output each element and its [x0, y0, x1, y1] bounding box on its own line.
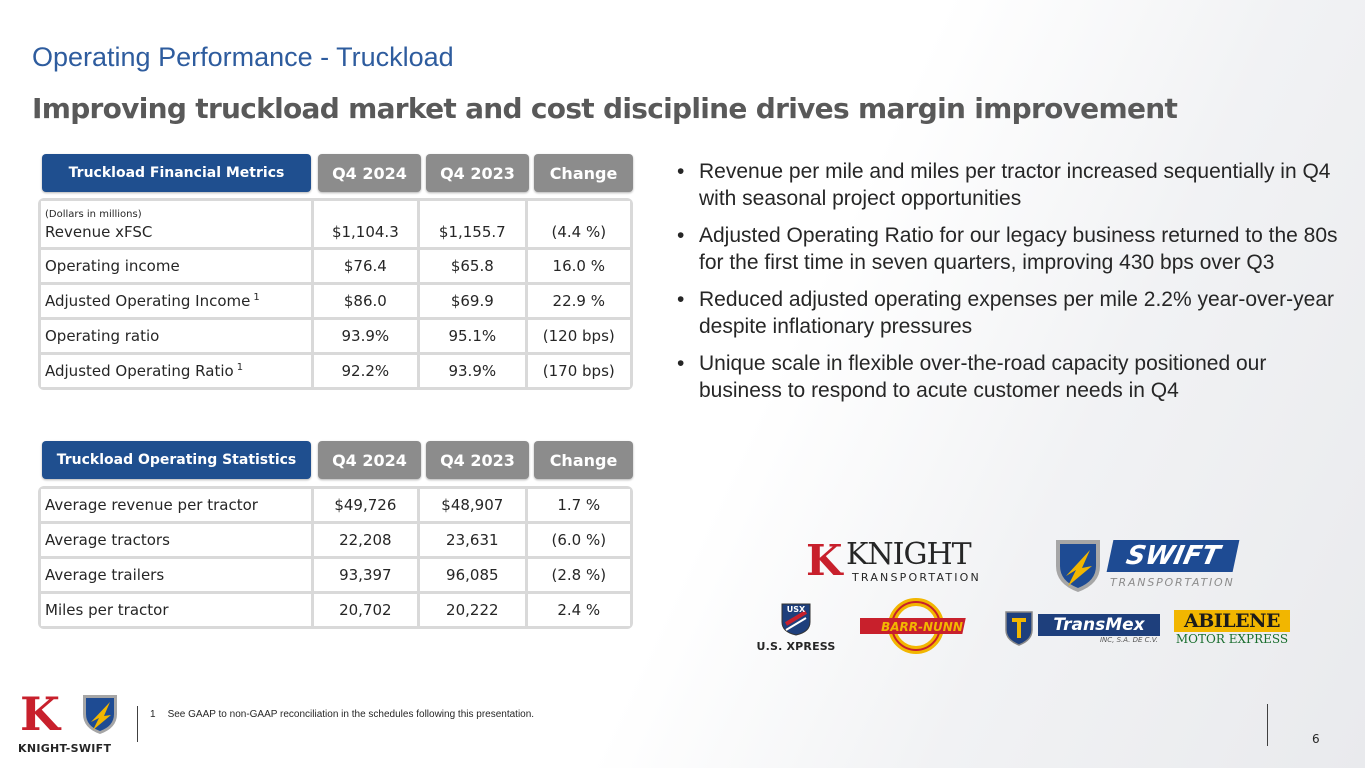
financial-table-title: Truckload Financial Metrics: [42, 154, 311, 192]
list-item: • Reduced adjusted operating expenses per…: [677, 288, 1335, 338]
financial-table-body: (Dollars in millions) Revenue xFSC $1,10…: [38, 198, 633, 390]
stats-table-body: Average revenue per tractor $49,726 $48,…: [38, 486, 633, 629]
bullet-icon: •: [677, 160, 685, 183]
knight-transportation-logo: K KNIGHT TRANSPORTATION: [806, 536, 981, 585]
footnote-marker: 1: [253, 291, 260, 303]
usx-badge-icon: USX: [781, 603, 811, 636]
value-q4-2023: 23,631: [420, 524, 525, 556]
row-label: Average trailers: [41, 559, 311, 591]
table-row: Adjusted Operating Income 1 $86.0 $69.9 2…: [41, 285, 630, 317]
row-label: Adjusted Operating Ratio: [45, 362, 234, 380]
row-label: Average tractors: [41, 524, 311, 556]
units-note: (Dollars in millions): [45, 209, 142, 220]
value-change: (4.4 %): [527, 201, 630, 247]
stats-table-header: Truckload Operating Statistics Q4 2024 Q…: [38, 440, 633, 480]
abilene-motor-express-logo: ABILENE MOTOR EXPRESS: [1174, 610, 1290, 646]
value-change: (6.0 %): [527, 524, 630, 556]
table-row: Operating ratio 93.9% 95.1% (120 bps): [41, 320, 630, 352]
knight-k-icon: K: [20, 687, 60, 741]
barr-nunn-logo: BARR-NUNN: [856, 598, 974, 654]
barr-nunn-emblem-icon: BARR-NUNN: [856, 598, 966, 654]
footer-divider: [137, 706, 138, 742]
column-header-q4-2023: Q4 2023: [426, 154, 529, 192]
column-header-change: Change: [534, 154, 633, 192]
list-item: • Unique scale in flexible over-the-road …: [677, 352, 1267, 402]
value-q4-2024: $76.4: [313, 250, 418, 282]
financial-table-header: Truckload Financial Metrics Q4 2024 Q4 2…: [38, 153, 633, 193]
row-label: Average revenue per tractor: [41, 489, 311, 521]
value-q4-2024: 93,397: [313, 559, 418, 591]
table-row: Adjusted Operating Ratio 1 92.2% 93.9% (1…: [41, 355, 630, 387]
page-number: 6: [1312, 732, 1320, 746]
page-number-divider: [1267, 704, 1268, 746]
us-xpress-logo: USX U.S. XPRESS: [748, 602, 844, 653]
knight-swift-logo: K KNIGHT-SWIFT: [16, 688, 128, 760]
key-points-list: • Revenue per mile and miles per tractor …: [677, 158, 1347, 414]
bullet-icon: •: [677, 352, 685, 375]
bullet-icon: •: [677, 288, 685, 311]
value-change: (170 bps): [527, 355, 630, 387]
svg-text:BARR-NUNN: BARR-NUNN: [881, 620, 963, 634]
value-q4-2023: 20,222: [420, 594, 525, 626]
value-q4-2024: 92.2%: [313, 355, 418, 387]
transmex-logo: TransMex INC, S.A. DE C.V.: [1004, 610, 1162, 648]
value-q4-2023: $48,907: [420, 489, 525, 521]
row-label: Revenue xFSC: [45, 223, 153, 241]
value-q4-2023: 95.1%: [420, 320, 525, 352]
column-header-change: Change: [534, 441, 633, 479]
slide-title: Operating Performance - Truckload: [32, 42, 454, 72]
value-q4-2024: $49,726: [313, 489, 418, 521]
table-row: Operating income $76.4 $65.8 16.0 %: [41, 250, 630, 282]
value-q4-2024: $1,104.3: [313, 201, 418, 247]
value-q4-2024: 22,208: [313, 524, 418, 556]
value-change: 1.7 %: [527, 489, 630, 521]
value-q4-2023: 93.9%: [420, 355, 525, 387]
value-change: 22.9 %: [527, 285, 630, 317]
column-header-q4-2024: Q4 2024: [318, 154, 421, 192]
row-label: Miles per tractor: [41, 594, 311, 626]
bullet-icon: •: [677, 224, 685, 247]
table-row: Miles per tractor 20,702 20,222 2.4 %: [41, 594, 630, 626]
swift-transportation-logo: SWIFT TRANSPORTATION: [1052, 536, 1240, 594]
value-change: 16.0 %: [527, 250, 630, 282]
list-item: • Revenue per mile and miles per tractor …: [677, 160, 1331, 210]
slide-subtitle: Improving truckload market and cost disc…: [32, 92, 1178, 125]
swift-shield-icon: [83, 695, 117, 734]
row-label: Operating income: [41, 250, 311, 282]
row-label: Operating ratio: [41, 320, 311, 352]
svg-text:USX: USX: [787, 605, 806, 614]
knight-k-icon: K: [806, 536, 843, 585]
value-q4-2024: 20,702: [313, 594, 418, 626]
footnote-text: See GAAP to non-GAAP reconciliation in t…: [167, 709, 535, 720]
footnote-marker: 1: [236, 361, 244, 373]
table-row: (Dollars in millions) Revenue xFSC $1,10…: [41, 201, 630, 247]
operating-statistics-table: Truckload Operating Statistics Q4 2024 Q…: [38, 440, 633, 629]
table-row: Average revenue per tractor $49,726 $48,…: [41, 489, 630, 521]
list-item: • Adjusted Operating Ratio for our legacy…: [677, 224, 1338, 274]
value-q4-2024: $86.0: [313, 285, 418, 317]
value-q4-2023: $65.8: [420, 250, 525, 282]
table-row: Average trailers 93,397 96,085 (2.8 %): [41, 559, 630, 591]
footnote-number: 1: [150, 709, 156, 720]
financial-metrics-table: Truckload Financial Metrics Q4 2024 Q4 2…: [38, 153, 633, 390]
value-change: (2.8 %): [527, 559, 630, 591]
value-q4-2023: $1,155.7: [420, 201, 525, 247]
column-header-q4-2023: Q4 2023: [426, 441, 529, 479]
footnote: 1 See GAAP to non-GAAP reconciliation in …: [150, 709, 534, 720]
row-label: Adjusted Operating Income: [45, 292, 251, 310]
value-q4-2023: 96,085: [420, 559, 525, 591]
table-row: Average tractors 22,208 23,631 (6.0 %): [41, 524, 630, 556]
value-change: (120 bps): [527, 320, 630, 352]
value-change: 2.4 %: [527, 594, 630, 626]
transmex-shield-icon: [1005, 611, 1033, 646]
swift-shield-icon: [1056, 540, 1100, 592]
value-q4-2023: $69.9: [420, 285, 525, 317]
stats-table-title: Truckload Operating Statistics: [42, 441, 311, 479]
value-q4-2024: 93.9%: [313, 320, 418, 352]
column-header-q4-2024: Q4 2024: [318, 441, 421, 479]
